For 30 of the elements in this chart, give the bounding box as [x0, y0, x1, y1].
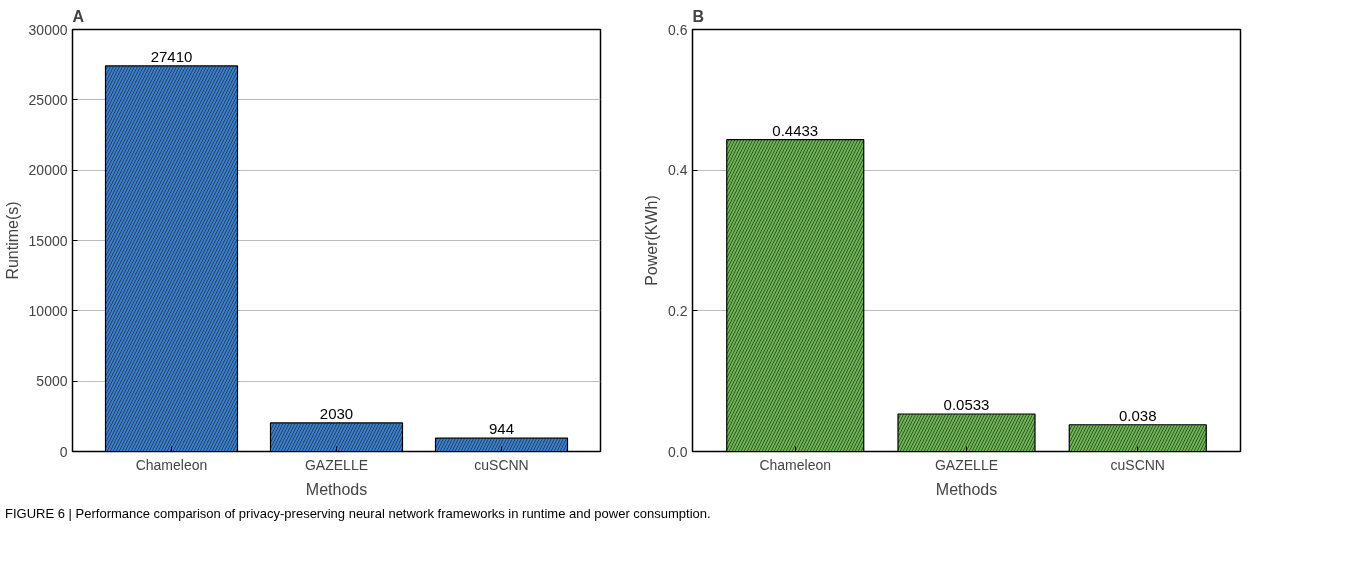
x-tick-label: GAZELLE: [304, 456, 369, 473]
data-label: 944: [488, 420, 515, 438]
x-tick-label: cuSCNN: [1110, 456, 1165, 473]
y-tick-label: 5000: [36, 373, 68, 390]
data-label: 27410: [150, 47, 193, 65]
data-label: 2030: [319, 404, 354, 422]
data-label: 0.0533: [943, 396, 990, 414]
chart-title: B: [692, 7, 705, 25]
x-tick-label: Chameleon: [135, 456, 208, 473]
y-tick-label: 30000: [28, 21, 68, 38]
x-tick-label: Chameleon: [759, 456, 832, 473]
chart-title: A: [72, 7, 85, 25]
y-tick-label: 25000: [28, 91, 68, 108]
y-tick-label: 0.6: [668, 21, 688, 38]
x-axis-title: Methods: [305, 480, 368, 498]
x-tick-label: GAZELLE: [934, 456, 999, 473]
data-label: 0.4433: [772, 121, 819, 139]
y-tick-label: 0.4: [668, 162, 688, 179]
caption: FIGURE 6 | Performance comparison of privacy-preserving neural network frameworks in runtime and power consumption.: [5, 505, 711, 523]
y-tick-label: 0.2: [668, 302, 688, 319]
y-tick-label: 0.0: [668, 443, 688, 460]
x-tick-label: cuSCNN: [474, 456, 529, 473]
y-tick-label: 15000: [28, 232, 68, 249]
y-axis-title: Runtime(s): [3, 201, 21, 280]
y-tick-label: 20000: [28, 162, 68, 179]
data-label: 0.038: [1118, 406, 1157, 424]
x-axis-title: Methods: [935, 480, 998, 498]
y-tick-label: 0: [59, 443, 68, 460]
y-axis-title: Power(KWh): [643, 195, 661, 286]
y-tick-label: 10000: [28, 302, 68, 319]
